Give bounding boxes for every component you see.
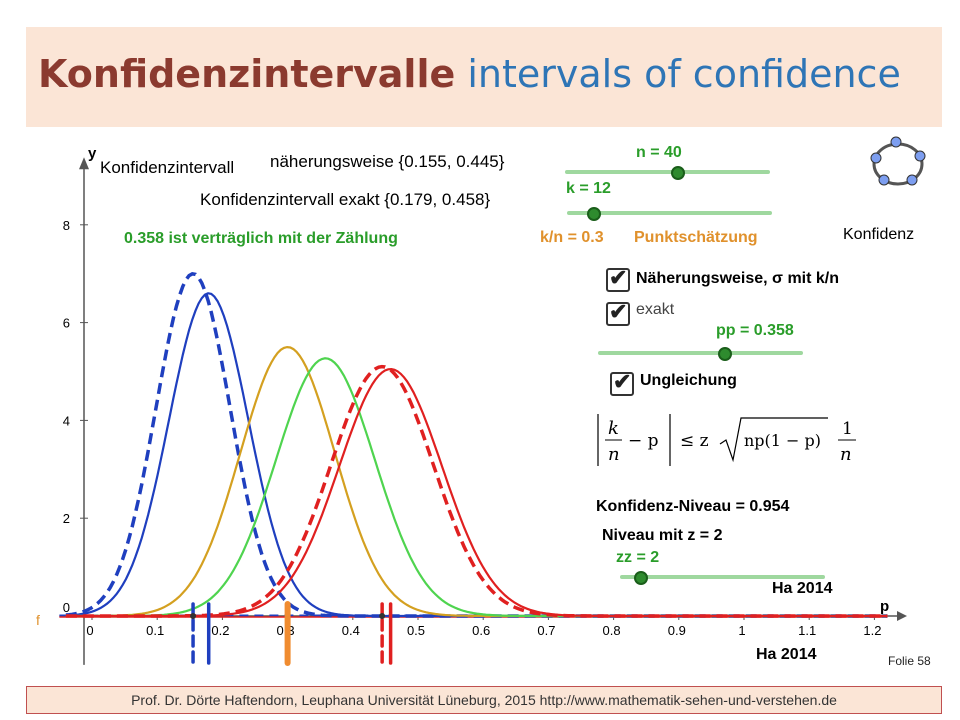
zz-slider-knob[interactable] [633,571,648,585]
x-tick-label: 0.5 [407,623,425,638]
y-tick-label: 8 [63,218,70,233]
n-slider-track[interactable] [565,170,770,174]
density-curve-5 [65,367,888,618]
niveau-text: Konfidenz-Niveau = 0.954 [596,498,790,515]
function-label-f: f [36,612,40,628]
x-tick-label: 0 [86,623,93,638]
y-tick-label: 6 [63,316,70,331]
y-tick-label: 4 [63,413,70,428]
x-tick-label: 0.1 [146,623,164,638]
pp-slider-label: pp = 0.358 [716,322,794,339]
check-icon: ✔ [613,369,632,394]
formula-one: 1 [842,419,853,439]
compat-text: 0.358 ist verträglich mit der Zählung [124,230,398,247]
approx-checkbox-label: Näherungsweise, σ mit k/n [636,270,839,287]
k-slider-knob[interactable] [586,207,601,221]
ineq-checkbox-label: Ungleichung [640,372,737,389]
ki-exact-text: Konfidenzintervall exakt {0.179, 0.458} [200,190,491,209]
origin-label: 0 [63,600,70,615]
title-bar [26,27,942,127]
ineq-checkbox[interactable]: ✔ [610,369,634,396]
pp-slider-knob[interactable] [718,347,733,361]
y-axis-label: y [88,145,97,162]
title-german: Konfidenzintervalle [38,52,456,96]
ki-label: Konfidenzintervall [100,158,235,177]
formula-le-z: ≤ z [680,431,709,451]
y-axis-arrow [79,157,89,170]
konfidenz-tool-icon[interactable] [866,136,932,194]
k-slider-track[interactable] [567,211,772,215]
konfidenz-label: Konfidenz [843,226,915,243]
slide-number: Folie 58 [888,654,931,668]
interval-point-3 [379,613,386,619]
x-tick-label: 0.9 [668,623,686,638]
check-icon: ✔ [609,299,628,324]
inequality-formula: k n − p ≤ z np(1 − p) 1 n [597,414,856,466]
x-axis-label: p [880,598,890,615]
chart-curves [59,271,888,618]
x-tick-label: 0.6 [472,623,490,638]
x-tick-label: 0.8 [603,623,621,638]
zz-slider-track[interactable] [620,575,825,579]
punkt-label: Punktschätzung [634,229,758,246]
approx-checkbox[interactable]: ✔ [606,265,630,292]
n-slider-knob[interactable] [670,166,685,180]
pp-slider-track[interactable] [598,351,803,355]
formula-minus-p: − p [628,431,659,451]
y-tick-label: 2 [63,511,70,526]
check-icon: ✔ [609,265,628,290]
folie-number: 58 [917,654,931,668]
ki-approx-text: näherungsweise {0.155, 0.445} [270,152,505,171]
niveau-z-text: Niveau mit z = 2 [602,527,723,544]
x-tick-label: 0.2 [211,623,229,638]
exact-checkbox[interactable]: ✔ [606,299,630,326]
folie-label: Folie [888,654,915,668]
n-slider-label: n = 40 [636,144,682,161]
interval-point-0 [190,613,197,619]
formula-k: k [608,418,619,439]
x-tick-label: 1.2 [863,623,881,638]
x-tick-label: 1.1 [798,623,816,638]
ha-lower-label: Ha 2014 [756,646,817,663]
x-tick-label: 0.4 [342,623,360,638]
x-tick-label: 1 [738,623,745,638]
formula-n: n [608,444,620,465]
x-tick-label: 0.7 [537,623,555,638]
kn-label: k/n = 0.3 [540,229,604,246]
formula-radicand: np(1 − p) [744,431,821,450]
zz-slider-label: zz = 2 [616,549,660,566]
formula-n2: n [840,444,852,465]
slide-title: Konfidenzintervalle intervals of confide… [38,52,901,96]
title-english: intervals of confidence [467,52,901,96]
exact-checkbox-label: exakt [636,301,675,318]
k-slider-label: k = 12 [566,180,611,197]
ha-upper-label: Ha 2014 [772,580,833,597]
footer: Prof. Dr. Dörte Haftendorn, Leuphana Uni… [26,686,942,714]
chart-markers [190,601,393,666]
x-axis-arrow [897,611,907,621]
